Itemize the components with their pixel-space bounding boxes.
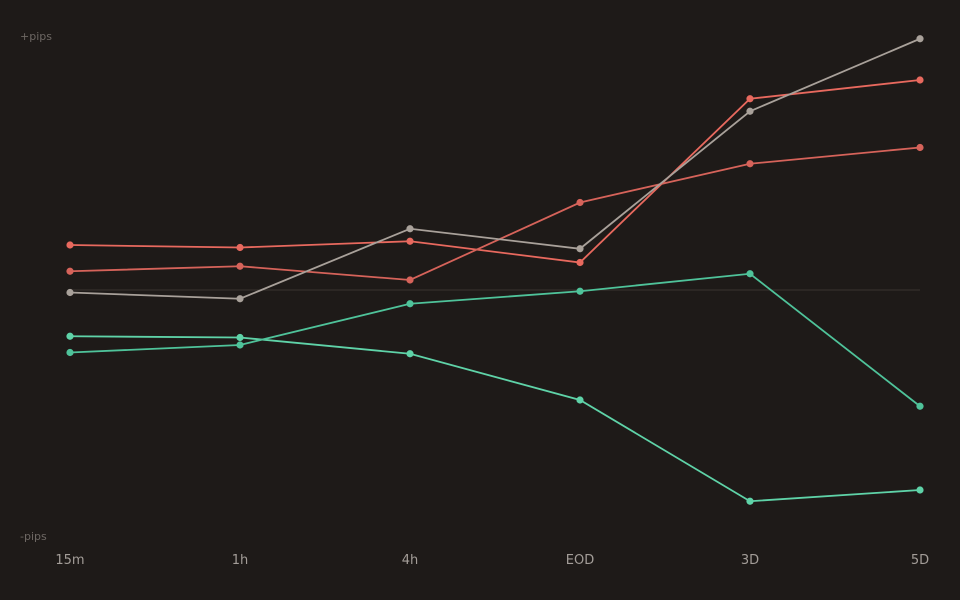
series-line-4 <box>69 335 921 503</box>
data-point <box>66 288 74 297</box>
x-tick-label: 5D <box>911 553 929 568</box>
data-point <box>916 402 924 410</box>
data-point <box>576 198 584 207</box>
series-lines <box>69 37 921 503</box>
x-tick-label: 1h <box>232 553 249 568</box>
data-point <box>236 341 244 349</box>
series-line-3 <box>69 37 921 300</box>
x-tick-label: 3D <box>741 553 759 568</box>
data-point <box>746 95 754 103</box>
x-tick-label: 4h <box>402 553 419 568</box>
data-point <box>916 143 924 152</box>
data-point <box>236 333 244 342</box>
data-point <box>576 287 584 295</box>
data-point <box>576 245 584 253</box>
data-point <box>406 225 414 233</box>
data-point <box>66 332 74 340</box>
data-point <box>406 276 414 284</box>
x-tick-label: EOD <box>566 553 594 568</box>
y-axis-bottom-label: -pips <box>20 530 47 543</box>
x-tick-label: 15m <box>55 553 84 568</box>
data-point <box>236 243 244 252</box>
data-point <box>746 107 754 115</box>
data-point <box>746 497 754 505</box>
data-point <box>406 350 414 358</box>
data-point <box>916 35 924 43</box>
data-point <box>916 486 924 494</box>
data-point <box>236 295 244 303</box>
data-point <box>746 160 754 168</box>
y-axis-top-label: +pips <box>20 30 52 43</box>
data-point <box>406 300 414 308</box>
series-line-1 <box>69 79 921 264</box>
data-point <box>746 270 754 278</box>
data-point <box>236 262 244 270</box>
data-point <box>576 258 584 267</box>
data-point <box>406 237 414 245</box>
series-line-5 <box>69 272 921 407</box>
x-axis-ticks: 15m 1h 4h EOD 3D 5D <box>55 553 929 568</box>
data-point <box>576 396 584 404</box>
data-point <box>66 241 74 249</box>
data-point <box>66 267 74 275</box>
data-point <box>916 76 924 84</box>
series-points <box>66 35 924 505</box>
series-line-2 <box>69 146 921 281</box>
data-point <box>66 348 74 357</box>
